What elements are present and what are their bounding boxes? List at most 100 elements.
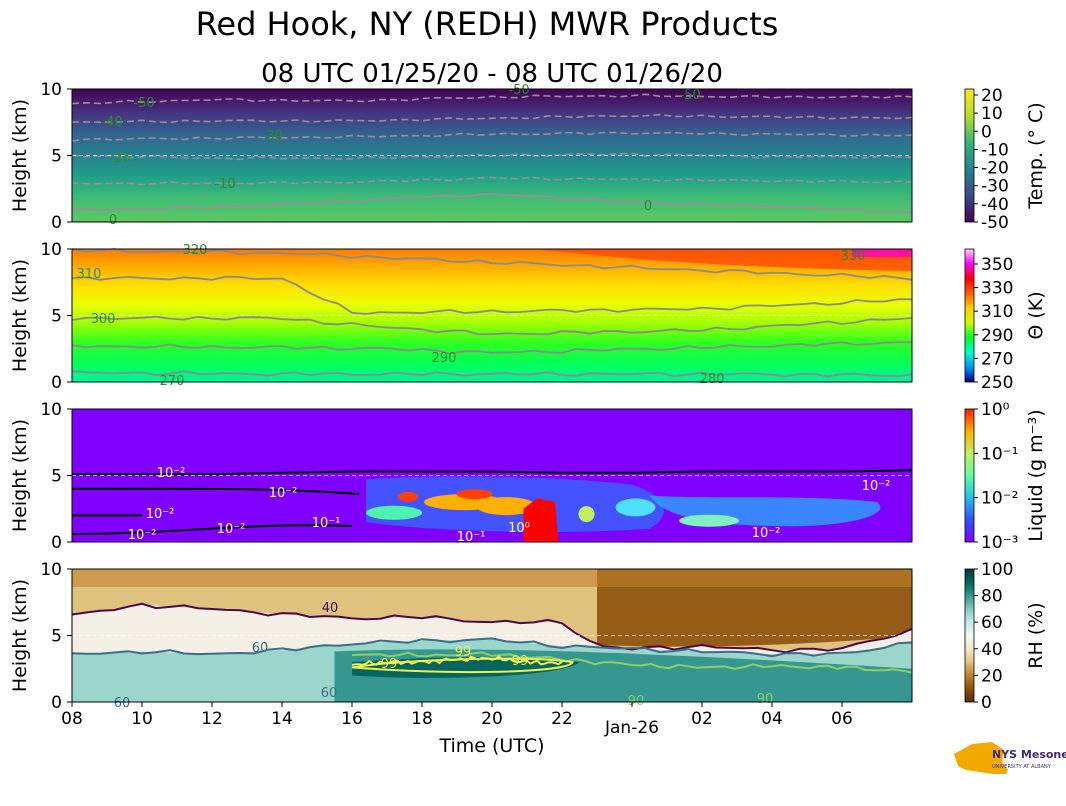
liquid-contour-label: 10⁻² — [269, 486, 298, 501]
rh-contour-label: 60 — [321, 686, 338, 701]
colorbar-tick-label: 100 — [981, 560, 1013, 580]
colorbar-tick-label: 250 — [981, 373, 1013, 393]
x-tick-label: 18 — [411, 709, 433, 729]
liquid-cloud-core — [366, 505, 422, 520]
theta-contour-label: 310 — [77, 267, 102, 282]
y-axis-label: Height (km) — [9, 419, 31, 532]
rh-contour-label: 99 — [381, 657, 398, 672]
x-tick-label: 04 — [761, 709, 783, 729]
x-axis-label: Time (UTC) — [438, 735, 544, 757]
temperature-contour--10 — [71, 176, 913, 186]
rh-contour-label: 40 — [322, 601, 339, 616]
rh-contour-label: 99 — [455, 645, 472, 660]
rh-contour-label: 60 — [252, 641, 269, 656]
colorbar-tick-label: 350 — [981, 255, 1013, 275]
x-tick-label: Jan-26 — [604, 718, 659, 738]
liquid-cloud-core — [578, 506, 595, 523]
logo-sub-text: UNIVERSITY AT ALBANY — [992, 764, 1052, 770]
colorbar — [964, 408, 975, 543]
theta-contour-320 — [71, 248, 913, 281]
colorbar-tick-label: 60 — [981, 613, 1003, 633]
theta-contour-label: 290 — [432, 351, 457, 366]
temperature-contour-label: -40 — [101, 115, 122, 130]
x-tick-label: 06 — [831, 709, 853, 729]
theta-contour-310 — [71, 275, 913, 315]
temperature-contour-0 — [71, 192, 913, 214]
colorbar-tick-label: -20 — [981, 159, 1009, 179]
colorbar-tick-label: -10 — [981, 140, 1009, 160]
colorbar-tick-label: 10 — [981, 104, 1003, 124]
liquid-cloud-top-contour — [72, 469, 913, 476]
colorbar-tick-label: 10⁻¹ — [981, 444, 1018, 464]
colorbar-label: Θ (K) — [1025, 291, 1047, 339]
temperature-contour--30 — [71, 131, 913, 142]
figure-title: Red Hook, NY (REDH) MWR Products — [196, 5, 779, 43]
liquid-contour-label: 10⁰ — [508, 521, 530, 536]
colorbar-label: RH (%) — [1025, 602, 1047, 668]
x-tick-label: 14 — [271, 709, 293, 729]
liquid-contour-label: 10⁻¹ — [457, 530, 486, 545]
y-tick-label: 10 — [40, 80, 62, 100]
colorbar-tick-label: 40 — [981, 640, 1003, 660]
liquid-cloud-core — [456, 489, 493, 500]
liquid-max-core — [523, 498, 559, 542]
rh-contour-99-closed — [351, 657, 574, 674]
y-tick-label: 0 — [51, 213, 62, 233]
nys-mesonet-logo: NYS Mesonet UNIVERSITY AT ALBANY — [954, 742, 1066, 774]
theta-contour-290 — [71, 341, 912, 355]
colorbar-tick-label: 310 — [981, 302, 1013, 322]
colorbar-tick-label: 20 — [981, 86, 1003, 106]
liquid-contour-label: 10⁻² — [862, 479, 891, 494]
temperature-contour-label: -20 — [109, 151, 130, 166]
liquid-cloud-core — [615, 498, 656, 517]
x-tick-label: 12 — [201, 709, 223, 729]
y-tick-label: 5 — [51, 627, 62, 647]
colorbar-tick-label: -40 — [981, 195, 1009, 215]
colorbar — [964, 568, 975, 703]
liquid-cloud-core — [398, 491, 418, 502]
theta-contour-label: 300 — [91, 312, 116, 327]
theta-contour-label: 320 — [183, 243, 208, 258]
x-tick-label: 10 — [131, 709, 153, 729]
y-tick-label: 10 — [40, 400, 62, 420]
liquid-cloud-core — [476, 497, 536, 516]
temperature-contour--50 — [71, 93, 913, 105]
y-tick-label: 5 — [51, 307, 62, 327]
y-tick-label: 5 — [51, 147, 62, 167]
colorbar-tick-label: 80 — [981, 587, 1003, 607]
liquid-contour-label: 10⁻² — [752, 526, 781, 541]
x-tick-label: 16 — [341, 709, 363, 729]
colorbar-tick-label: 20 — [981, 666, 1003, 686]
liquid-contour-label: 10⁻¹ — [312, 516, 341, 531]
colorbar-label: Liquid (g m⁻³) — [1025, 409, 1047, 541]
y-tick-label: 5 — [51, 467, 62, 487]
liquid-contour-label: 10⁻² — [128, 528, 157, 543]
liquid-contour-label: 10⁻² — [146, 507, 175, 522]
colorbar — [964, 248, 975, 383]
x-tick-label: 08 — [61, 709, 83, 729]
rh-upper-dry-band — [72, 569, 912, 587]
colorbar-tick-label: 10⁰ — [981, 400, 1010, 420]
colorbar-tick-label: 10⁻³ — [981, 533, 1018, 553]
liquid-cloud-core — [679, 514, 739, 527]
y-tick-label: 0 — [51, 373, 62, 393]
rh-contour-90 — [351, 651, 913, 674]
colorbar-tick-label: 290 — [981, 326, 1013, 346]
temperature-contour-label: 0 — [644, 199, 652, 214]
colorbar-label: Temp. (° C) — [1025, 102, 1047, 209]
y-axis-label: Height (km) — [9, 99, 31, 212]
rh-dry-region — [597, 569, 912, 647]
colorbar-tick-label: -50 — [981, 213, 1009, 233]
temperature-contour--20 — [71, 152, 913, 161]
colorbar-tick-label: 270 — [981, 349, 1013, 369]
temperature-contour-label: -50 — [679, 88, 700, 103]
theta-contour-280 — [71, 370, 913, 378]
y-tick-label: 0 — [51, 693, 62, 713]
theta-hot-region — [852, 249, 912, 257]
liquid-contour-label: 10⁻² — [217, 522, 246, 537]
temperature-contour-label: -50 — [508, 83, 529, 98]
y-axis-label: Height (km) — [9, 579, 31, 692]
x-tick-label: 20 — [481, 709, 503, 729]
y-axis-label: Height (km) — [9, 259, 31, 372]
